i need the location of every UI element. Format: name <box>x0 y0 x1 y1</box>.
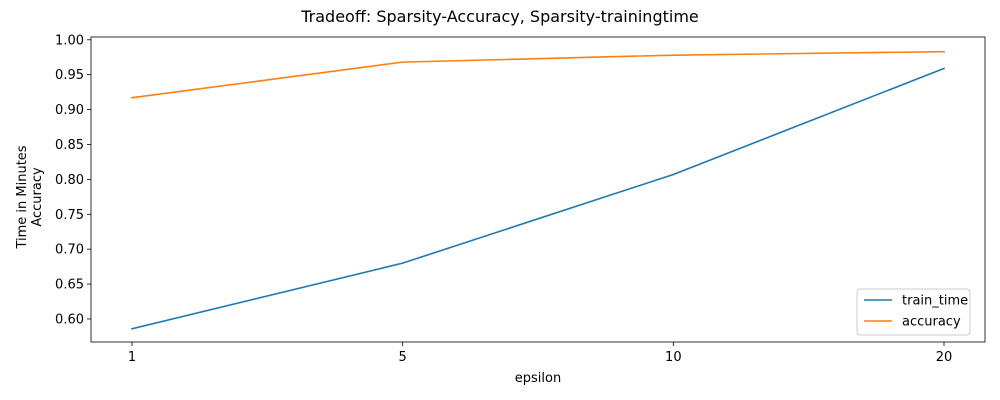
series-line-accuracy <box>131 50 945 99</box>
x-tick-label: 10 <box>665 350 682 365</box>
y-tick-label: 0.85 <box>55 138 84 153</box>
y-axis-title-line-2: Accuracy <box>30 167 45 227</box>
y-tick-label: 0.60 <box>55 312 84 327</box>
ticks-layer: 1 5 10 20 0.60 0.65 0.70 0.75 0.80 0.85 0.90 0.95 1.… <box>55 33 952 365</box>
y-tick-label: 1.00 <box>55 33 84 48</box>
y-tick-label: 0.75 <box>55 208 84 223</box>
x-tick-label: 20 <box>936 350 953 365</box>
legend-label-accuracy: accuracy <box>902 315 961 330</box>
y-tick-label: 0.65 <box>55 278 84 293</box>
y-axis-title-line-1: Time in Minutes <box>15 145 30 249</box>
x-tick-label: 5 <box>399 350 407 365</box>
legend-items: train_time accuracy <box>864 294 968 330</box>
legend: train_time accuracy <box>856 288 971 336</box>
y-tick-label: 0.80 <box>55 173 84 188</box>
y-axis-title: Time in Minutes Accuracy <box>15 145 45 249</box>
x-tick-label: 1 <box>128 350 136 365</box>
plot-frame <box>90 36 986 343</box>
series-line-train-time <box>131 67 946 330</box>
x-axis-title: epsilon <box>515 371 561 386</box>
legend-label-train-time: train_time <box>902 294 968 309</box>
y-tick-label: 0.95 <box>55 68 84 83</box>
y-tick-label: 0.70 <box>55 243 84 258</box>
chart-title: Tradeoff: Sparsity-Accuracy, Sparsity-tr… <box>300 7 699 26</box>
y-tick-label: 0.90 <box>55 103 84 118</box>
series-layer <box>131 50 946 330</box>
